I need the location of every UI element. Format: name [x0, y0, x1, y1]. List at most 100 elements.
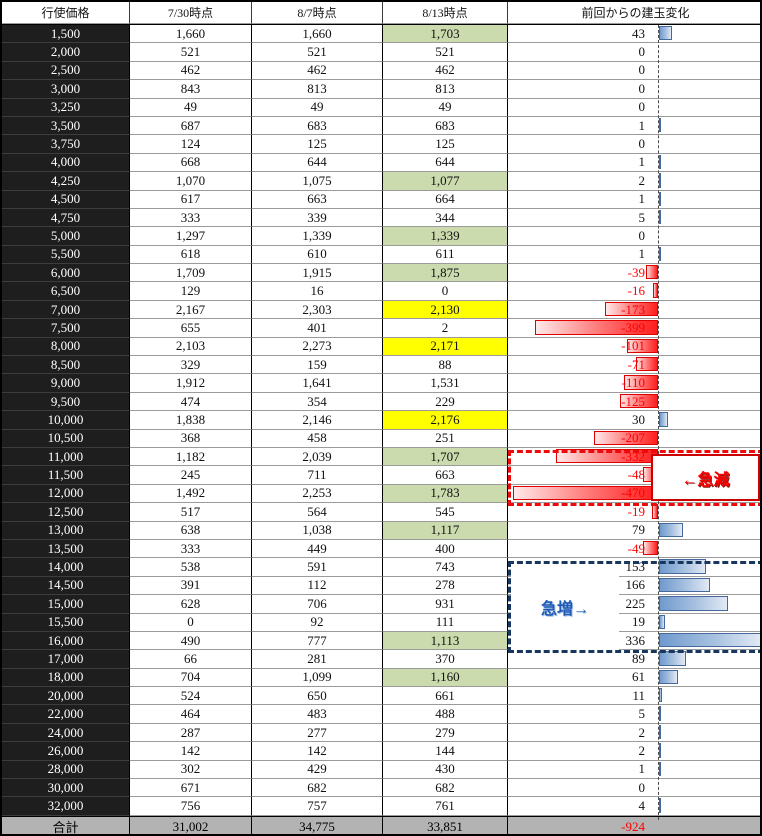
v813-cell[interactable]: 1,160 [383, 668, 508, 688]
v813-cell[interactable]: 400 [383, 539, 508, 559]
v813-cell[interactable]: 931 [383, 595, 508, 614]
v730-cell[interactable]: 368 [130, 429, 252, 448]
v813-cell[interactable]: 488 [383, 705, 508, 724]
strike-cell[interactable]: 11,000 [2, 447, 130, 467]
strike-cell[interactable]: 2,000 [2, 43, 130, 62]
change-cell[interactable]: 1 [508, 116, 760, 136]
v730-cell[interactable]: 1,492 [130, 484, 252, 504]
v807-cell[interactable]: 777 [252, 631, 383, 651]
v730-cell[interactable]: 1,070 [130, 172, 252, 191]
strike-cell[interactable]: 14,000 [2, 558, 130, 577]
header-strike-price[interactable]: 行使価格 [2, 2, 130, 24]
v730-cell[interactable]: 2,103 [130, 337, 252, 357]
v813-cell[interactable]: 1,531 [383, 374, 508, 393]
v730-cell[interactable]: 302 [130, 760, 252, 780]
v813-cell[interactable]: 430 [383, 760, 508, 780]
v730-cell[interactable]: 66 [130, 650, 252, 669]
v813-cell[interactable]: 370 [383, 650, 508, 669]
v730-cell[interactable]: 538 [130, 558, 252, 577]
v730-cell[interactable]: 142 [130, 742, 252, 761]
change-cell[interactable]: -71 [508, 356, 760, 375]
strike-cell[interactable]: 13,000 [2, 521, 130, 540]
change-cell[interactable]: -110 [508, 374, 760, 393]
change-cell[interactable]: 0 [508, 227, 760, 246]
strike-cell[interactable]: 22,000 [2, 705, 130, 724]
v730-cell[interactable]: 2,167 [130, 300, 252, 320]
v730-cell[interactable]: 391 [130, 576, 252, 596]
v807-cell[interactable]: 449 [252, 539, 383, 559]
v730-cell[interactable]: 490 [130, 631, 252, 651]
v807-cell[interactable]: 1,339 [252, 227, 383, 246]
v730-cell[interactable]: 617 [130, 190, 252, 209]
total-v730-cell[interactable]: 31,002 [130, 817, 252, 834]
change-cell[interactable]: 0 [508, 779, 760, 798]
header-as-of-807[interactable]: 8/7時点 [252, 2, 383, 24]
v807-cell[interactable]: 339 [252, 208, 383, 228]
v813-cell[interactable]: 462 [383, 61, 508, 81]
strike-cell[interactable]: 4,750 [2, 208, 130, 228]
v807-cell[interactable]: 1,075 [252, 172, 383, 191]
v813-cell[interactable]: 1,875 [383, 264, 508, 283]
v807-cell[interactable]: 644 [252, 153, 383, 173]
strike-cell[interactable]: 9,000 [2, 374, 130, 393]
change-cell[interactable]: 1 [508, 153, 760, 173]
change-cell[interactable]: -19 [508, 503, 760, 522]
strike-cell[interactable]: 13,500 [2, 539, 130, 559]
v813-cell[interactable]: 2 [383, 319, 508, 338]
decrease-callout[interactable]: ←急減 [651, 454, 760, 501]
v813-cell[interactable]: 663 [383, 466, 508, 485]
v813-cell[interactable]: 0 [383, 282, 508, 301]
v813-cell[interactable]: 664 [383, 190, 508, 209]
v807-cell[interactable]: 2,039 [252, 447, 383, 467]
v807-cell[interactable]: 354 [252, 392, 383, 412]
change-cell[interactable]: -125 [508, 392, 760, 412]
v730-cell[interactable]: 1,912 [130, 374, 252, 393]
v730-cell[interactable]: 333 [130, 539, 252, 559]
v807-cell[interactable]: 1,099 [252, 668, 383, 688]
v730-cell[interactable]: 124 [130, 135, 252, 154]
v807-cell[interactable]: 2,146 [252, 411, 383, 430]
total-v813-cell[interactable]: 33,851 [383, 817, 508, 834]
increase-callout[interactable]: 急増→ [511, 564, 619, 650]
v807-cell[interactable]: 112 [252, 576, 383, 596]
v730-cell[interactable]: 1,182 [130, 447, 252, 467]
change-cell[interactable]: 2 [508, 172, 760, 191]
strike-cell[interactable]: 9,500 [2, 392, 130, 412]
strike-cell[interactable]: 12,000 [2, 484, 130, 504]
v813-cell[interactable]: 813 [383, 80, 508, 99]
v807-cell[interactable]: 462 [252, 61, 383, 81]
v807-cell[interactable]: 159 [252, 356, 383, 375]
v813-cell[interactable]: 2,130 [383, 300, 508, 320]
v730-cell[interactable]: 618 [130, 245, 252, 265]
v807-cell[interactable]: 483 [252, 705, 383, 724]
v730-cell[interactable]: 329 [130, 356, 252, 375]
strike-cell[interactable]: 7,000 [2, 300, 130, 320]
v813-cell[interactable]: 88 [383, 356, 508, 375]
change-cell[interactable]: 89 [508, 650, 760, 669]
v813-cell[interactable]: 251 [383, 429, 508, 448]
strike-cell[interactable]: 20,000 [2, 687, 130, 706]
strike-cell[interactable]: 17,000 [2, 650, 130, 669]
change-cell[interactable]: 5 [508, 208, 760, 228]
strike-cell[interactable]: 26,000 [2, 742, 130, 761]
v813-cell[interactable]: 144 [383, 742, 508, 761]
v813-cell[interactable]: 49 [383, 98, 508, 117]
strike-cell[interactable]: 10,000 [2, 411, 130, 430]
v807-cell[interactable]: 2,303 [252, 300, 383, 320]
v730-cell[interactable]: 49 [130, 98, 252, 117]
v730-cell[interactable]: 1,660 [130, 25, 252, 44]
v813-cell[interactable]: 279 [383, 723, 508, 743]
change-cell[interactable]: -173 [508, 300, 760, 320]
v807-cell[interactable]: 711 [252, 466, 383, 485]
change-cell[interactable]: 61 [508, 668, 760, 688]
change-cell[interactable]: 2 [508, 723, 760, 743]
strike-cell[interactable]: 2,500 [2, 61, 130, 81]
v813-cell[interactable]: 1,113 [383, 631, 508, 651]
v807-cell[interactable]: 521 [252, 43, 383, 62]
v807-cell[interactable]: 16 [252, 282, 383, 301]
v813-cell[interactable]: 743 [383, 558, 508, 577]
v807-cell[interactable]: 429 [252, 760, 383, 780]
v813-cell[interactable]: 278 [383, 576, 508, 596]
v730-cell[interactable]: 0 [130, 613, 252, 632]
v807-cell[interactable]: 663 [252, 190, 383, 209]
